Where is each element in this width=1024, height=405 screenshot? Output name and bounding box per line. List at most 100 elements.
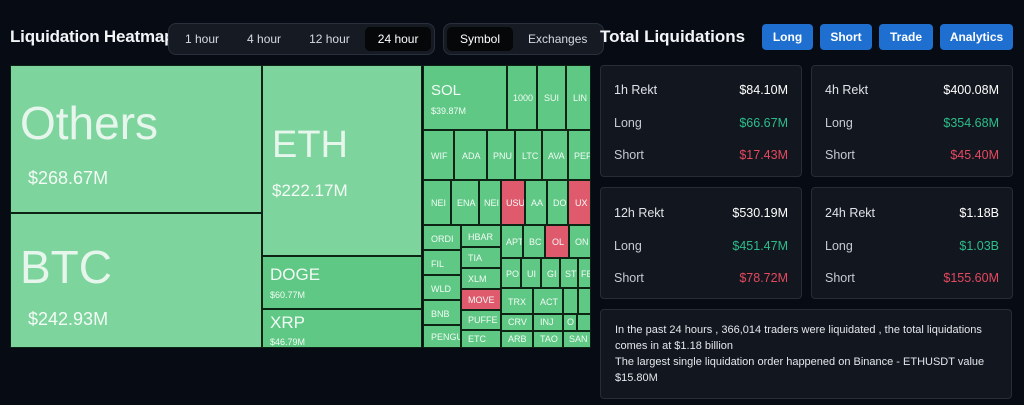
tile-name: DOGE bbox=[270, 265, 321, 284]
tile-value: $268.67M bbox=[28, 168, 109, 188]
short-value: $155.60M bbox=[943, 271, 999, 285]
card-total: $400.08M bbox=[943, 83, 999, 97]
tile-small[interactable] bbox=[578, 288, 591, 314]
tile-uxlink[interactable]: UX bbox=[568, 180, 591, 225]
tile-st[interactable]: ST bbox=[560, 258, 578, 288]
rekt-card-4h: 4h Rekt $400.08M Long $354.68M Short $45… bbox=[811, 65, 1013, 177]
tile-ada[interactable]: ADA bbox=[454, 130, 487, 180]
view-selector: Symbol Exchanges bbox=[443, 23, 605, 55]
tile-ond[interactable]: ON bbox=[569, 225, 591, 258]
tile-avax[interactable]: AVA bbox=[542, 130, 568, 180]
tile-fil[interactable]: FIL bbox=[423, 250, 461, 275]
tile-eth[interactable]: ETH $222.17M bbox=[262, 65, 422, 256]
rekt-card-12h: 12h Rekt $530.19M Long $451.47M Short $7… bbox=[600, 187, 802, 299]
time-option-24h[interactable]: 24 hour bbox=[364, 27, 432, 51]
tile-name: BTC bbox=[20, 241, 112, 293]
tile-o[interactable]: O bbox=[563, 314, 577, 331]
tile-wld[interactable]: WLD bbox=[423, 275, 461, 300]
tile-tia[interactable]: TIA bbox=[461, 247, 501, 268]
tile-puffer[interactable]: PUFFE bbox=[461, 310, 501, 330]
tile-sand[interactable]: SAN bbox=[563, 331, 591, 348]
tile-btc[interactable]: BTC $242.93M bbox=[10, 213, 262, 348]
tile-hbar[interactable]: HBAR bbox=[461, 225, 501, 247]
tile-inj[interactable]: INJ bbox=[533, 314, 563, 331]
card-title: 12h Rekt bbox=[614, 206, 665, 220]
total-liquidations-title: Total Liquidations bbox=[600, 27, 746, 46]
tile-dot[interactable]: DO bbox=[547, 180, 568, 225]
tile-1000[interactable]: 1000 bbox=[507, 65, 537, 130]
tile-po[interactable]: PO bbox=[501, 258, 521, 288]
tile-sol[interactable]: SOL $39.87M bbox=[423, 65, 507, 130]
tile-xrp[interactable]: XRP $46.79M bbox=[262, 309, 422, 348]
tile-tao[interactable]: TAO bbox=[533, 331, 563, 348]
long-value: $354.68M bbox=[943, 116, 999, 130]
summary-line-2: The largest single liquidation order hap… bbox=[615, 356, 985, 384]
tile-name: ETH bbox=[272, 124, 348, 166]
tile-crv[interactable]: CRV bbox=[501, 314, 533, 331]
long-label: Long bbox=[825, 116, 853, 130]
tile-un[interactable]: UI bbox=[521, 258, 541, 288]
tile-apt[interactable]: APT bbox=[501, 225, 523, 258]
short-button[interactable]: Short bbox=[820, 24, 872, 50]
tile-sui[interactable]: SUI bbox=[537, 65, 566, 130]
tile-bnb[interactable]: BNB bbox=[423, 300, 461, 325]
tile-xlm[interactable]: XLM bbox=[461, 268, 501, 289]
short-label: Short bbox=[614, 148, 644, 162]
card-total: $1.18B bbox=[959, 206, 999, 220]
tile-doge[interactable]: DOGE $60.77M bbox=[262, 256, 422, 309]
tile-pengu[interactable]: PENGU bbox=[423, 325, 461, 348]
tile-usual[interactable]: USU bbox=[501, 180, 525, 225]
view-option-exchanges[interactable]: Exchanges bbox=[528, 32, 588, 46]
tile-move[interactable]: MOVE bbox=[461, 289, 501, 310]
tile-arb[interactable]: ARB bbox=[501, 331, 533, 348]
short-value: $17.43M bbox=[739, 148, 788, 162]
long-button[interactable]: Long bbox=[762, 24, 813, 50]
tile-value: $242.93M bbox=[28, 309, 109, 329]
short-label: Short bbox=[825, 271, 855, 285]
tile-trx[interactable]: TRX bbox=[501, 288, 533, 314]
tile-wif[interactable]: WIF bbox=[423, 130, 454, 180]
tile-ol[interactable]: OL bbox=[545, 225, 569, 258]
tile-aave[interactable]: AA bbox=[525, 180, 547, 225]
tile-value: $39.87M bbox=[431, 106, 467, 116]
tile-etc[interactable]: ETC bbox=[461, 330, 501, 348]
view-option-symbol[interactable]: Symbol bbox=[447, 27, 514, 51]
time-option-1h[interactable]: 1 hour bbox=[185, 32, 220, 46]
card-total: $530.19M bbox=[732, 206, 788, 220]
tile-pepe[interactable]: PEP bbox=[568, 130, 591, 180]
long-label: Long bbox=[825, 239, 853, 253]
tile-near[interactable]: NEI bbox=[423, 180, 451, 225]
tile-small[interactable] bbox=[577, 314, 591, 331]
tile-ordi[interactable]: ORDI bbox=[423, 225, 461, 250]
tile-pnut[interactable]: PNU bbox=[487, 130, 515, 180]
tile-ena[interactable]: ENA bbox=[451, 180, 479, 225]
short-value: $78.72M bbox=[739, 271, 788, 285]
heatmap-title: Liquidation Heatmap bbox=[10, 27, 175, 46]
tile-neiro[interactable]: NEI bbox=[479, 180, 501, 225]
tile-ltc[interactable]: LTC bbox=[515, 130, 542, 180]
card-title: 24h Rekt bbox=[825, 206, 876, 220]
tile-small[interactable] bbox=[563, 288, 578, 314]
time-option-12h[interactable]: 12 hour bbox=[309, 32, 350, 46]
tile-act[interactable]: ACT bbox=[533, 288, 563, 314]
liquidation-summary: In the past 24 hours , 366,014 traders w… bbox=[600, 309, 1012, 399]
analytics-button[interactable]: Analytics bbox=[940, 24, 1013, 50]
card-title: 1h Rekt bbox=[614, 83, 658, 97]
time-option-4h[interactable]: 4 hour bbox=[247, 32, 282, 46]
rekt-card-24h: 24h Rekt $1.18B Long $1.03B Short $155.6… bbox=[811, 187, 1013, 299]
tile-name: Others bbox=[20, 97, 159, 149]
tile-value: $222.17M bbox=[272, 181, 348, 200]
tile-others[interactable]: Others $268.67M bbox=[10, 65, 262, 213]
short-label: Short bbox=[825, 148, 855, 162]
tile-link[interactable]: LIN bbox=[566, 65, 591, 130]
tile-name: SOL bbox=[431, 82, 462, 99]
card-total: $84.10M bbox=[739, 83, 788, 97]
long-value: $66.67M bbox=[739, 116, 788, 130]
trade-button[interactable]: Trade bbox=[879, 24, 933, 50]
tile-value: $46.79M bbox=[270, 337, 306, 347]
long-value: $1.03B bbox=[959, 239, 999, 253]
time-range-selector: 1 hour 4 hour 12 hour 24 hour bbox=[168, 23, 436, 55]
tile-gl[interactable]: GI bbox=[541, 258, 560, 288]
tile-bch[interactable]: BC bbox=[523, 225, 545, 258]
tile-fe[interactable]: FE bbox=[578, 258, 591, 288]
